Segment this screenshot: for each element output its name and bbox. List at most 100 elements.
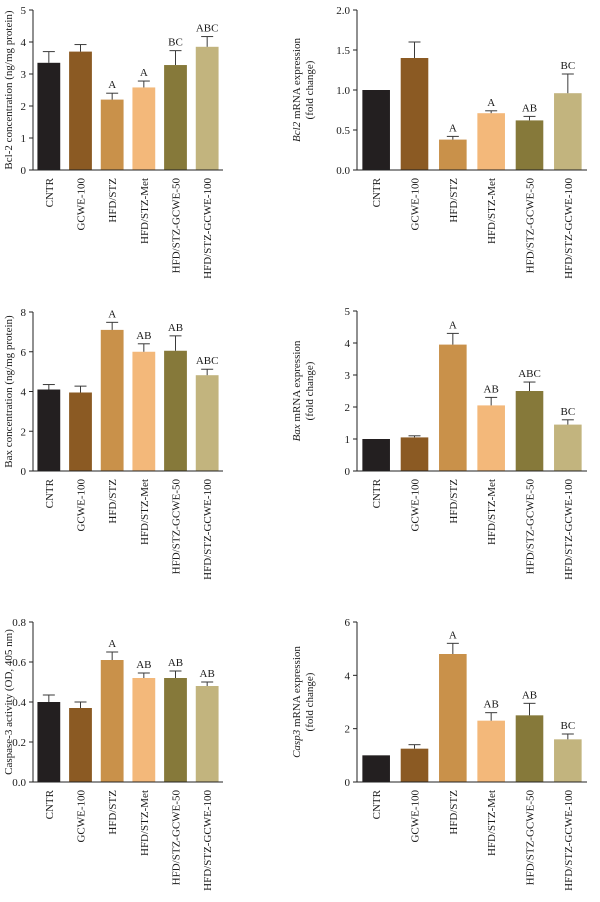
significance-label: A xyxy=(108,79,116,91)
category-label: HFD/STZ xyxy=(107,479,119,524)
bar xyxy=(164,678,187,782)
y-tick-label: 2 xyxy=(21,101,27,113)
bar xyxy=(439,654,467,782)
y-axis-label-text: mRNA expression xyxy=(291,340,303,421)
bar xyxy=(362,439,390,471)
category-label: CNTR xyxy=(371,789,383,819)
y-tick-label: 0.2 xyxy=(12,737,26,749)
bar xyxy=(477,113,505,170)
bar xyxy=(439,344,467,471)
y-axis-label: Casp3 mRNA expression xyxy=(291,646,303,758)
category-label: HFD/STZ xyxy=(448,178,460,223)
y-axis-label-text: mRNA expression xyxy=(291,646,303,727)
y-tick-label: 3 xyxy=(21,69,27,81)
significance-label: A xyxy=(449,319,457,331)
bar xyxy=(69,392,92,471)
y-axis-label-text: mRNA expression xyxy=(291,38,303,119)
y-tick-label: 1.0 xyxy=(336,85,350,97)
chart-panel-bax-protein: 0 2 4 6 8 Bax concentration (ng/mg protein) CN… xyxy=(3,307,223,580)
y-tick-label: 1.5 xyxy=(336,45,350,57)
y-axis-label: Bcl-2 concentration (ng/mg protein) xyxy=(3,10,15,169)
y-axis-label-line2: (fold change) xyxy=(304,60,316,119)
y-tick-label: 6 xyxy=(345,617,351,629)
y-tick-label: 0.6 xyxy=(12,657,26,669)
y-tick-label: 5 xyxy=(21,5,27,17)
bar xyxy=(132,87,156,170)
significance-label: AB xyxy=(200,668,215,680)
y-axis-label-line2: (fold change) xyxy=(304,361,316,420)
category-label: HFD/STZ-Met xyxy=(486,790,498,856)
bar xyxy=(195,46,219,170)
category-label: HFD/STZ xyxy=(107,178,119,223)
category-label: HFD/STZ-Met xyxy=(139,790,151,856)
significance-label: ABC xyxy=(196,355,219,367)
bar xyxy=(362,755,390,782)
bar xyxy=(37,702,61,782)
bar xyxy=(362,90,390,170)
significance-label: AB xyxy=(484,699,499,711)
chart-panel-bcl2-mrna: 0.0 0.5 1.0 1.5 2.0 Bcl2 mRNA expression (fold… xyxy=(291,5,587,279)
y-tick-label: 4 xyxy=(345,670,351,682)
bar xyxy=(132,351,156,471)
significance-label: A xyxy=(449,629,457,641)
bar xyxy=(515,715,544,782)
significance-label: ABC xyxy=(196,23,219,35)
category-label: HFD/STZ-Met xyxy=(486,178,498,244)
significance-label: ABC xyxy=(518,368,541,380)
category-label: GCWE-100 xyxy=(76,479,88,532)
bar xyxy=(69,708,92,782)
chart-panel-casp3-mrna: 0 2 4 6 Casp3 mRNA expression (fold change) CN… xyxy=(291,617,587,891)
category-label: HFD/STZ-GCWE-100 xyxy=(563,790,575,891)
category-label: HFD/STZ-GCWE-50 xyxy=(171,479,183,575)
category-label: GCWE-100 xyxy=(410,178,422,231)
bar xyxy=(69,51,92,170)
chart-panel-bcl2-protein: 0 1 2 3 4 5 Bcl-2 concentration (ng/mg protein… xyxy=(3,5,223,279)
significance-label: BC xyxy=(560,406,575,418)
category-label: HFD/STZ-GCWE-50 xyxy=(171,178,183,274)
bar xyxy=(164,350,187,471)
y-axis-label: Bcl2 mRNA expression xyxy=(291,38,303,142)
category-label: HFD/STZ-GCWE-100 xyxy=(563,178,575,279)
y-tick-label: 0 xyxy=(21,466,27,478)
y-tick-label: 5 xyxy=(345,306,351,318)
bar xyxy=(132,678,156,782)
category-label: HFD/STZ xyxy=(448,479,460,524)
significance-label: AB xyxy=(136,330,151,342)
significance-label: A xyxy=(449,122,457,134)
y-tick-label: 0.4 xyxy=(12,697,26,709)
bar xyxy=(195,375,219,471)
significance-label: AB xyxy=(136,659,151,671)
y-axis-label: Bax concentration (ng/mg protein) xyxy=(3,315,15,468)
category-label: HFD/STZ-Met xyxy=(486,479,498,545)
category-label: CNTR xyxy=(371,177,383,207)
category-label: HFD/STZ-GCWE-50 xyxy=(525,790,537,886)
bar xyxy=(515,120,544,170)
bar xyxy=(195,686,219,782)
bar xyxy=(37,62,61,170)
y-tick-label: 1 xyxy=(345,434,351,446)
y-axis-label: Bax mRNA expression xyxy=(291,340,303,441)
category-label: CNTR xyxy=(44,177,56,207)
bar xyxy=(100,99,124,170)
y-tick-label: 8 xyxy=(21,307,27,319)
significance-label: A xyxy=(108,638,116,650)
bar xyxy=(100,660,124,782)
significance-label: BC xyxy=(168,37,183,49)
category-label: HFD/STZ xyxy=(448,790,460,835)
significance-label: BC xyxy=(560,60,575,72)
y-tick-label: 0 xyxy=(345,777,351,789)
significance-label: BC xyxy=(560,720,575,732)
category-label: HFD/STZ-GCWE-100 xyxy=(202,178,214,279)
category-label: HFD/STZ-GCWE-100 xyxy=(202,479,214,580)
y-tick-label: 3 xyxy=(345,370,351,382)
y-axis-label-gene: Bcl2 xyxy=(291,119,303,142)
bar xyxy=(554,424,582,471)
bar xyxy=(439,139,467,170)
significance-label: A xyxy=(108,308,116,320)
category-label: GCWE-100 xyxy=(76,178,88,231)
significance-label: AB xyxy=(522,689,537,701)
y-axis-label: Caspase-3 activity (OD, 405 nm) xyxy=(3,629,15,775)
y-tick-label: 2 xyxy=(345,724,351,736)
bar xyxy=(477,405,505,471)
